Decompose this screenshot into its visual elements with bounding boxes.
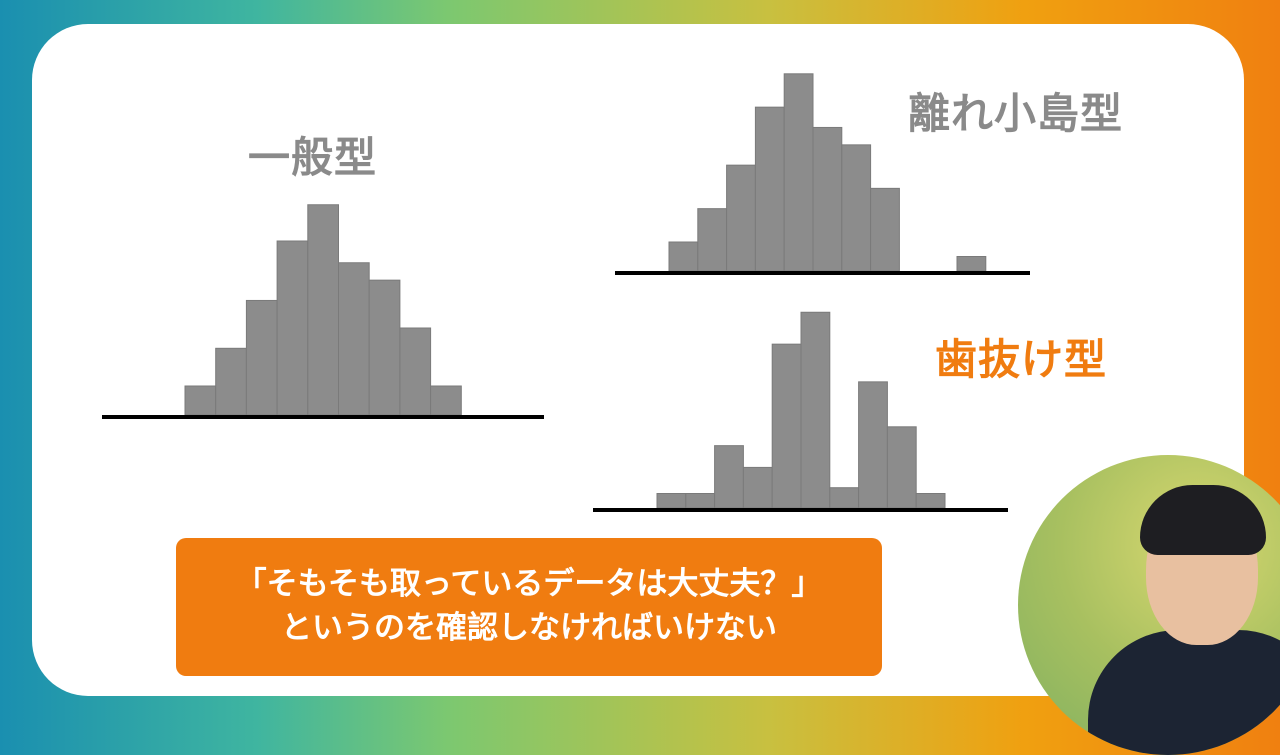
- histogram-bar: [726, 164, 756, 272]
- histogram-bar: [841, 144, 872, 272]
- histogram-bar: [742, 466, 773, 509]
- caption-box: 「そもそも取っているデータは大丈夫？」 というのを確認しなければいけない: [176, 538, 882, 676]
- title-general: 一般型: [248, 133, 378, 182]
- histogram-bar: [714, 445, 744, 509]
- title-island: 離れ小島型: [908, 89, 1124, 138]
- histogram-bar: [697, 208, 728, 272]
- histogram-bar: [215, 347, 247, 416]
- histogram-bar: [368, 279, 401, 416]
- histogram-bar: [338, 262, 370, 416]
- histogram-bar: [184, 385, 217, 416]
- histogram-bar: [858, 381, 888, 509]
- histogram-bar: [783, 73, 814, 272]
- caption-line1: 「そもそも取っているデータは大丈夫？」: [235, 566, 823, 602]
- histogram-bar: [668, 241, 699, 272]
- histogram-bar: [245, 299, 278, 416]
- histograms: [102, 73, 1030, 512]
- histogram-bar: [915, 493, 946, 509]
- histogram-bar: [870, 187, 900, 272]
- presenter-shirt: [1088, 630, 1280, 755]
- histogram-bar: [430, 385, 462, 416]
- presenter-video: [1018, 455, 1280, 755]
- title-gap: 歯抜け型: [935, 335, 1108, 384]
- histogram-bar: [399, 327, 432, 416]
- histogram-bar: [276, 240, 309, 416]
- presenter-hair: [1140, 485, 1266, 555]
- histogram-bar: [685, 493, 716, 509]
- caption-line2: というのを確認しなければいけない: [281, 610, 777, 646]
- histogram-bar: [956, 256, 987, 272]
- histogram-bar: [886, 426, 917, 509]
- histogram-bar: [829, 487, 860, 509]
- histogram-bar: [656, 493, 687, 509]
- histogram-bar: [800, 311, 831, 509]
- histogram-bar: [812, 126, 843, 272]
- histogram-bar: [307, 204, 339, 416]
- histogram-bar: [754, 106, 785, 272]
- histogram-bar: [771, 343, 802, 509]
